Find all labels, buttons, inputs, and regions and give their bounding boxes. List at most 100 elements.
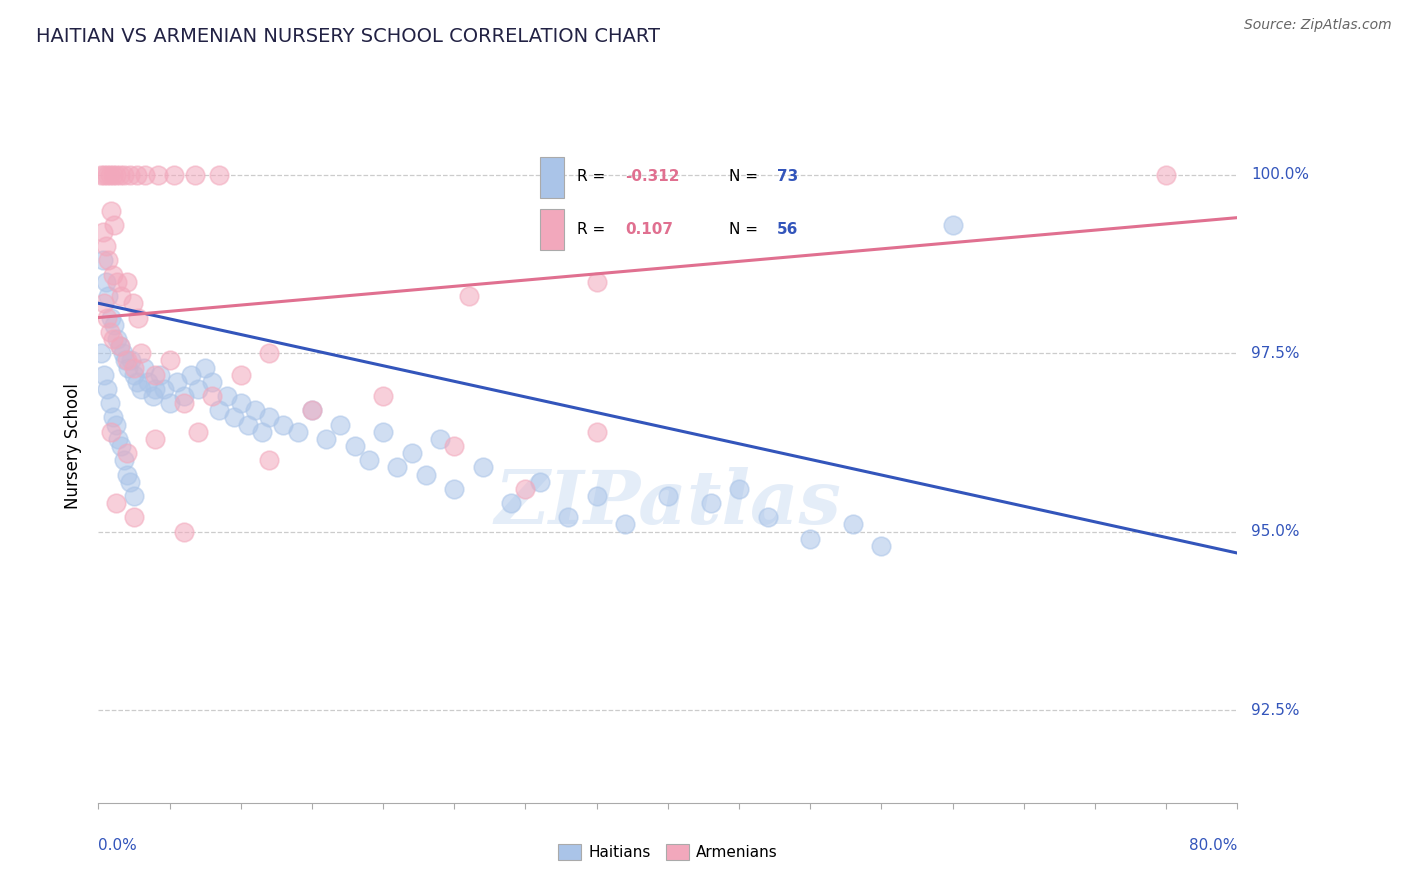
Point <box>415 467 437 482</box>
Point <box>515 482 537 496</box>
Point <box>159 396 181 410</box>
Point <box>148 168 170 182</box>
Point <box>357 453 380 467</box>
Point <box>215 389 238 403</box>
Point <box>201 389 224 403</box>
Point <box>108 339 131 353</box>
Point <box>96 168 118 182</box>
Point <box>98 325 121 339</box>
Point <box>187 382 209 396</box>
Text: ZIPatlas: ZIPatlas <box>495 467 841 540</box>
Text: 97.5%: 97.5% <box>1251 346 1299 360</box>
Point <box>799 532 821 546</box>
Point <box>93 368 115 382</box>
Point <box>501 496 523 510</box>
Point <box>163 168 186 182</box>
Point <box>145 432 167 446</box>
Point <box>136 375 159 389</box>
Point <box>842 517 865 532</box>
Point <box>105 332 128 346</box>
Point <box>108 339 131 353</box>
Point <box>93 168 115 182</box>
Point <box>208 168 231 182</box>
Point <box>96 382 118 396</box>
Point <box>728 482 751 496</box>
Text: 95.0%: 95.0% <box>1251 524 1299 539</box>
Point <box>401 446 423 460</box>
Point <box>111 346 134 360</box>
Point <box>259 346 281 360</box>
Point <box>110 289 132 303</box>
Point <box>371 425 394 439</box>
Point <box>585 425 607 439</box>
Point <box>145 368 167 382</box>
Text: 100.0%: 100.0% <box>1251 168 1309 182</box>
Point <box>173 396 195 410</box>
Point <box>97 289 120 303</box>
Point <box>115 467 138 482</box>
Point <box>153 382 176 396</box>
Point <box>343 439 366 453</box>
Point <box>471 460 494 475</box>
Point <box>100 203 122 218</box>
Point <box>103 218 125 232</box>
Point <box>101 168 124 182</box>
Point <box>93 296 115 310</box>
Point <box>125 168 148 182</box>
Point <box>105 275 128 289</box>
Point <box>101 410 124 425</box>
Point <box>98 396 121 410</box>
Point <box>557 510 579 524</box>
Text: Source: ZipAtlas.com: Source: ZipAtlas.com <box>1244 18 1392 32</box>
Point <box>529 475 551 489</box>
Point <box>101 332 124 346</box>
Point <box>107 432 129 446</box>
Point <box>301 403 323 417</box>
Point <box>104 496 127 510</box>
Point <box>443 482 465 496</box>
Point <box>122 360 145 375</box>
Point <box>222 410 245 425</box>
Point <box>301 403 323 417</box>
Point <box>180 368 202 382</box>
Point <box>149 368 172 382</box>
Point <box>117 360 139 375</box>
Point <box>166 375 188 389</box>
Point <box>699 496 721 510</box>
Point <box>614 517 637 532</box>
Point <box>756 510 779 524</box>
Point <box>443 439 465 453</box>
Point <box>141 389 163 403</box>
Text: 0.0%: 0.0% <box>98 838 138 854</box>
Point <box>194 360 217 375</box>
Point <box>273 417 295 432</box>
Point <box>121 296 143 310</box>
Point <box>101 268 124 282</box>
Point <box>585 489 607 503</box>
Point <box>159 353 181 368</box>
Point <box>287 425 309 439</box>
Point <box>259 453 281 467</box>
Point <box>90 346 112 360</box>
Point <box>127 310 149 325</box>
Point <box>96 310 118 325</box>
Y-axis label: Nursery School: Nursery School <box>65 383 83 509</box>
Point <box>371 389 394 403</box>
Point <box>187 425 209 439</box>
Point <box>110 439 132 453</box>
Point <box>585 275 607 289</box>
Point <box>236 417 259 432</box>
Point <box>125 375 148 389</box>
Point <box>229 396 252 410</box>
Point <box>457 289 479 303</box>
Point <box>104 168 127 182</box>
Point <box>1154 168 1177 182</box>
Point <box>94 239 117 253</box>
Point <box>122 510 145 524</box>
Point <box>184 168 207 182</box>
Point <box>103 318 125 332</box>
Point <box>259 410 281 425</box>
Point <box>120 353 142 368</box>
Point <box>114 353 136 368</box>
Point <box>108 168 131 182</box>
